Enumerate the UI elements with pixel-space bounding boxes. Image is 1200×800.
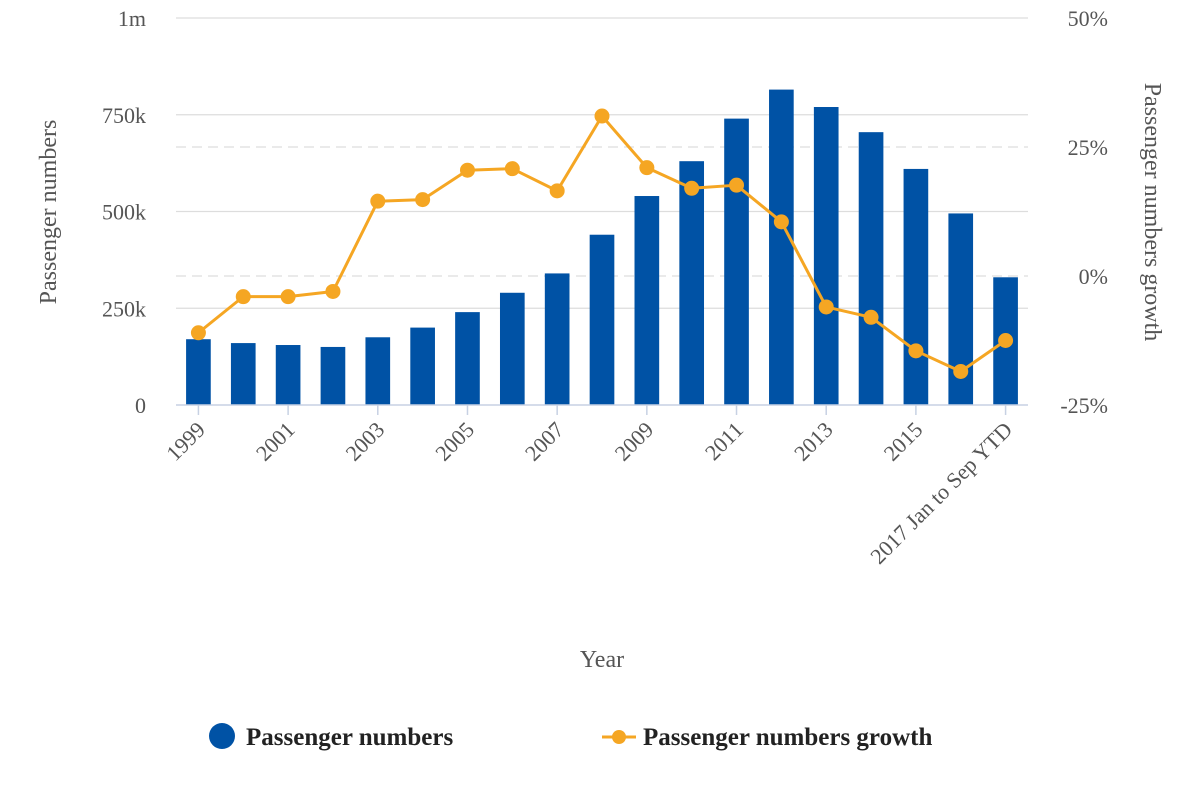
legend-label-passenger-numbers-growth: Passenger numbers growth (643, 724, 932, 751)
y-axis-left-labels: 0 250k 500k 750k 1m (102, 6, 146, 418)
growth-point-2004[interactable] (415, 192, 431, 208)
growth-point-2010[interactable] (684, 180, 700, 196)
legend-marker-bar (209, 723, 235, 749)
y-left-tick-label: 0 (135, 393, 146, 418)
growth-point-2009[interactable] (639, 160, 655, 176)
x-tick-label: 1999 (161, 417, 210, 466)
bar-2014[interactable] (858, 132, 884, 406)
x-tick-label: 2009 (610, 417, 659, 466)
bar-2003[interactable] (365, 337, 391, 405)
y-left-tick-label: 500k (102, 200, 146, 225)
y-axis-right-title: Passenger numbers growth (1139, 83, 1165, 342)
bar-2012[interactable] (769, 89, 794, 405)
y-left-tick-label: 1m (118, 6, 146, 31)
growth-point-2011[interactable] (729, 177, 745, 193)
bar-2006[interactable] (499, 292, 525, 405)
growth-point-1999[interactable] (190, 325, 206, 341)
bar-2000[interactable] (230, 343, 256, 405)
x-tick-label: 2007 (520, 417, 569, 466)
bar-2004[interactable] (410, 327, 435, 405)
legend-item-passenger-numbers[interactable]: Passenger numbers (209, 723, 453, 751)
growth-point-2003[interactable] (370, 193, 386, 209)
x-axis-labels: 1999 2001 2003 2005 2007 2009 2011 2013 20152017… (161, 417, 1017, 569)
bar-2013[interactable] (813, 107, 839, 405)
x-axis-title: Year (580, 647, 624, 673)
growth-point-2005[interactable] (459, 162, 475, 178)
x-tick-label: 2003 (341, 417, 390, 466)
y-left-tick-label: 750k (102, 103, 146, 128)
growth-point-2014[interactable] (863, 309, 879, 325)
legend: Passenger numbers Passenger numbers grow… (209, 723, 932, 751)
growth-point-2000[interactable] (235, 289, 251, 305)
bar-2002[interactable] (320, 346, 346, 405)
legend-marker-dot (612, 730, 626, 744)
growth-point-2015[interactable] (908, 343, 924, 359)
y-right-tick-label: 25% (1068, 135, 1108, 160)
bar-2005[interactable] (455, 312, 480, 405)
bar-2001[interactable] (275, 345, 301, 405)
y-right-tick-label: -25% (1060, 393, 1108, 418)
x-axis (176, 404, 1028, 415)
legend-label-passenger-numbers: Passenger numbers (246, 724, 453, 751)
growth-point-2006[interactable] (504, 161, 520, 177)
bar-2009[interactable] (634, 196, 660, 405)
growth-point-2012[interactable] (773, 214, 789, 230)
growth-point-2017[interactable] (998, 333, 1014, 348)
line-series (190, 108, 1014, 379)
bar-2008[interactable] (589, 234, 615, 405)
bar-2007[interactable] (544, 273, 570, 405)
y-right-tick-label: 50% (1068, 6, 1108, 31)
bar-2010[interactable] (679, 161, 705, 405)
y-left-tick-label: 250k (102, 296, 146, 321)
growth-point-2002[interactable] (325, 283, 341, 299)
bar-2015[interactable] (903, 168, 929, 405)
legend-item-passenger-numbers-growth[interactable]: Passenger numbers growth (602, 724, 932, 751)
growth-point-2016[interactable] (953, 363, 969, 379)
x-tick-label: 2015 (879, 417, 928, 466)
x-tick-label: 2013 (789, 417, 838, 466)
y-axis-left-title: Passenger numbers (36, 120, 62, 305)
x-tick-label: 2001 (251, 417, 300, 466)
growth-point-2013[interactable] (818, 299, 834, 315)
growth-point-2007[interactable] (549, 183, 565, 199)
growth-point-2008[interactable] (594, 108, 610, 124)
bar-2011[interactable] (724, 118, 749, 406)
bar-1999[interactable] (186, 339, 211, 405)
y-right-tick-label: 0% (1079, 264, 1108, 289)
bar-series (186, 89, 1018, 406)
x-tick-label: 2005 (430, 417, 479, 466)
x-tick-label: 2011 (700, 417, 748, 465)
y-axis-right-labels: -25% 0% 25% 50% (1060, 6, 1108, 418)
growth-point-2001[interactable] (280, 289, 296, 305)
